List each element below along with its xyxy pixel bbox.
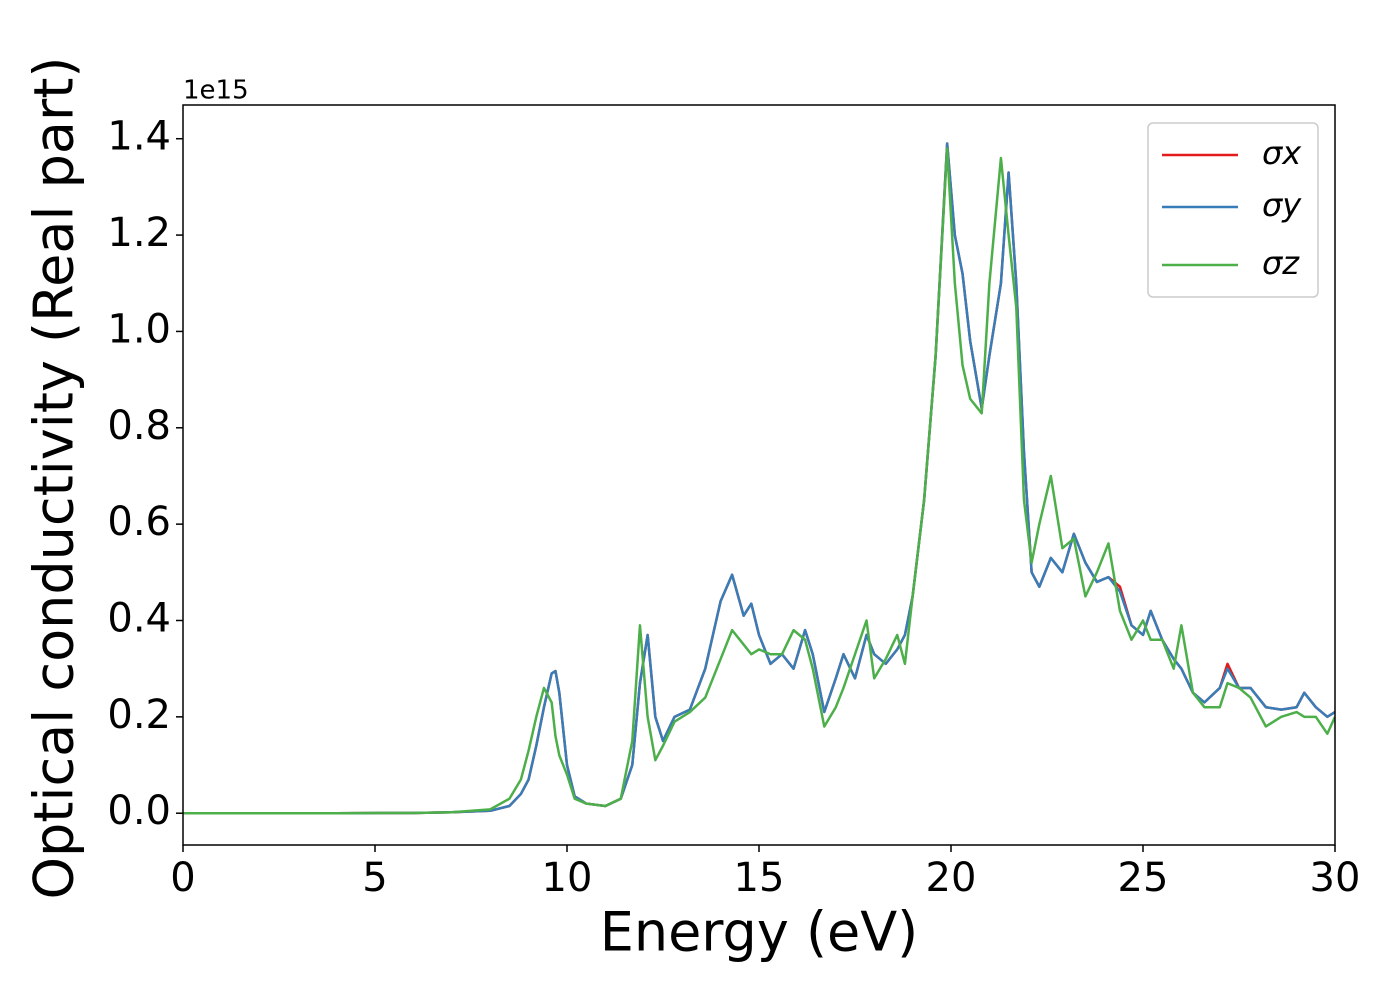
y-tick-label: 0.0 (107, 788, 171, 834)
y-axis-label: Optical conductivity (Real part) (23, 57, 86, 900)
series-line (183, 147, 1335, 815)
legend-box (1147, 122, 1319, 298)
y-offset-label: 1e15 (183, 76, 249, 106)
x-tick-label: 0 (170, 855, 195, 901)
x-tick-label: 25 (1118, 855, 1169, 901)
y-tick-label: 1.2 (107, 210, 171, 256)
x-tick-label: 20 (926, 855, 977, 901)
y-tick-label: 0.6 (107, 499, 171, 545)
x-tick-label: 15 (734, 855, 785, 901)
y-tick-label: 1.0 (107, 306, 171, 352)
x-tick-label: 30 (1310, 855, 1361, 901)
x-tick-label: 10 (542, 855, 593, 901)
series-line (183, 142, 1335, 815)
y-tick-label: 0.4 (107, 595, 171, 641)
y-tick-label: 0.2 (107, 692, 171, 738)
plot-frame (182, 104, 1336, 846)
y-tick-label: 0.8 (107, 403, 171, 449)
x-axis-label: Energy (eV) (600, 901, 919, 964)
legend-label: σz (1262, 244, 1300, 282)
legend-label: σx (1262, 134, 1302, 172)
x-tick-label: 5 (362, 855, 387, 901)
legend-label: σy (1262, 186, 1302, 224)
y-tick-label: 1.4 (107, 114, 171, 160)
